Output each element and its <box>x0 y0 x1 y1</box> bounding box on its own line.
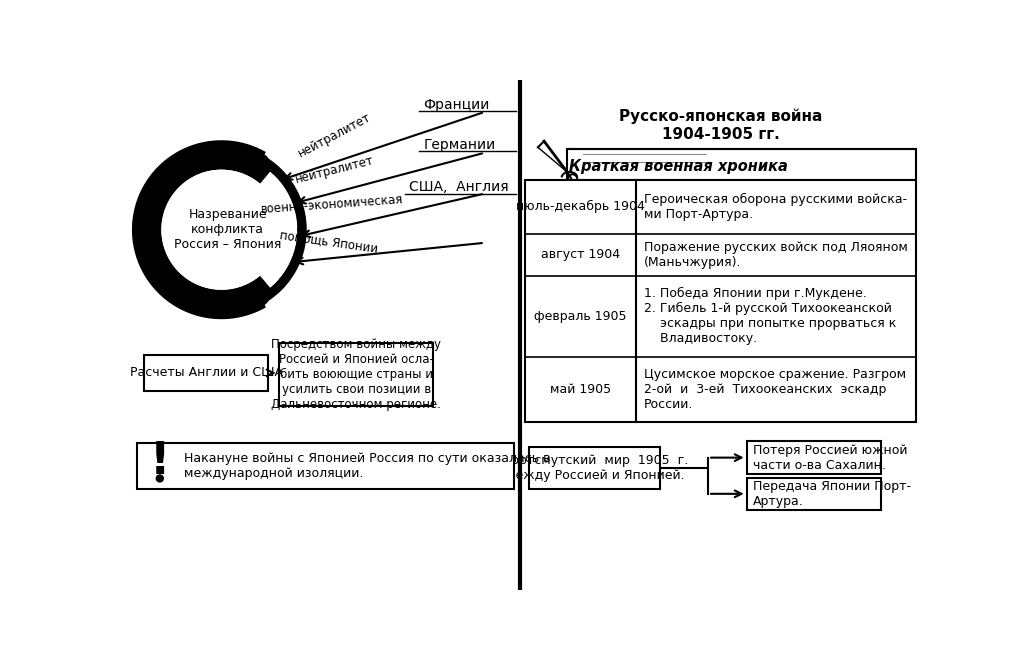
FancyBboxPatch shape <box>529 447 660 489</box>
Text: Передача Японии Порт-
Артура.: Передача Японии Порт- Артура. <box>753 480 910 508</box>
Text: Цусимское морское сражение. Разгром
2-ой  и  3-ей  Тихоокеанских  эскадр
России.: Цусимское морское сражение. Разгром 2-ой… <box>644 368 906 411</box>
Text: Назревание
конфликта
Россия – Япония: Назревание конфликта Россия – Япония <box>174 208 282 251</box>
FancyBboxPatch shape <box>746 442 882 474</box>
FancyBboxPatch shape <box>137 443 514 489</box>
Circle shape <box>148 156 295 303</box>
Text: Германии: Германии <box>423 138 496 152</box>
Text: США,  Англия: США, Англия <box>410 180 509 194</box>
Text: Героическая оборона русскими войска-
ми Порт-Артура.: Героическая оборона русскими войска- ми … <box>644 192 907 221</box>
Text: Краткая военная хроника: Краткая военная хроника <box>569 159 788 174</box>
FancyBboxPatch shape <box>524 180 915 422</box>
Text: нейтралитет: нейтралитет <box>294 154 376 186</box>
Text: помощь Японии: помощь Японии <box>280 228 379 255</box>
Text: Накануне войны с Японией Россия по сути оказалась в
международной изоляции.: Накануне войны с Японией Россия по сути … <box>184 452 551 480</box>
Text: Портсмутский  мир  1905  г.
между Россией и Японией.: Портсмутский мир 1905 г. между Россией и… <box>502 454 688 482</box>
Text: Потеря Россией южной
части о-ва Сахалин.: Потеря Россией южной части о-ва Сахалин. <box>753 444 907 471</box>
Text: нейтралитет: нейтралитет <box>296 110 374 160</box>
Text: Поражение русских войск под Ляояном
(Маньчжурия).: Поражение русских войск под Ляояном (Ман… <box>644 241 908 269</box>
Text: Русско-японская война
1904-1905 гг.: Русско-японская война 1904-1905 гг. <box>620 109 823 142</box>
Circle shape <box>178 170 298 290</box>
FancyBboxPatch shape <box>746 477 882 510</box>
FancyBboxPatch shape <box>567 149 915 180</box>
Circle shape <box>162 170 282 290</box>
Text: 1. Победа Японии при г.Мукдене.
2. Гибель 1-й русской Тихоокеанской
    эскадры : 1. Победа Японии при г.Мукдене. 2. Гибел… <box>644 287 897 345</box>
Text: июль-декабрь 1904: июль-декабрь 1904 <box>516 200 645 213</box>
Text: !: ! <box>150 440 170 483</box>
FancyBboxPatch shape <box>144 355 267 391</box>
Circle shape <box>160 168 283 291</box>
Text: май 1905: май 1905 <box>550 383 611 396</box>
Circle shape <box>157 475 163 482</box>
Text: военно-экономическая: военно-экономическая <box>260 193 404 215</box>
FancyBboxPatch shape <box>280 343 433 406</box>
Text: Расчеты Англии и США: Расчеты Англии и США <box>129 367 283 379</box>
Text: Посредством войны между
Россией и Японией осла-
бить воюющие страны и
усилить св: Посредством войны между Россией и Японие… <box>271 338 441 411</box>
Circle shape <box>145 153 298 306</box>
Text: Франции: Франции <box>423 98 489 112</box>
Text: август 1904: август 1904 <box>541 248 621 261</box>
Text: февраль 1905: февраль 1905 <box>535 310 627 323</box>
Polygon shape <box>144 152 271 307</box>
